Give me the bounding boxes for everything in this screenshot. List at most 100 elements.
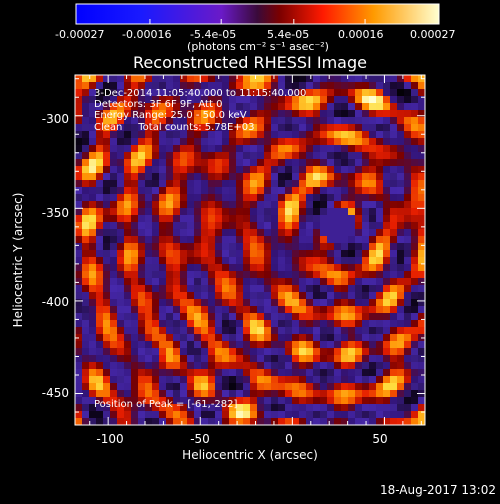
- image-pixel: [166, 215, 174, 223]
- image-pixel: [271, 376, 279, 384]
- image-pixel: [82, 418, 90, 425]
- image-pixel: [383, 250, 391, 258]
- image-pixel: [222, 383, 230, 391]
- image-pixel: [82, 166, 90, 174]
- image-pixel: [271, 145, 279, 153]
- image-pixel: [306, 145, 314, 153]
- image-pixel: [159, 376, 167, 384]
- image-pixel: [411, 376, 419, 384]
- image-pixel: [159, 292, 167, 300]
- image-pixel: [82, 313, 90, 321]
- image-pixel: [418, 292, 425, 300]
- image-pixel: [404, 243, 412, 251]
- image-pixel: [110, 131, 118, 139]
- image-pixel: [243, 243, 251, 251]
- image-pixel: [138, 341, 146, 349]
- image-pixel: [215, 376, 223, 384]
- image-pixel: [341, 208, 349, 216]
- image-pixel: [404, 278, 412, 286]
- image-pixel: [264, 124, 272, 132]
- colorbar-tick-label-1: -0.00016: [122, 28, 171, 41]
- image-pixel: [369, 306, 377, 314]
- image-pixel: [369, 243, 377, 251]
- image-pixel: [173, 362, 181, 370]
- image-pixel: [145, 243, 153, 251]
- image-pixel: [383, 397, 391, 405]
- image-pixel: [208, 348, 216, 356]
- image-pixel: [152, 264, 160, 272]
- image-pixel: [82, 362, 90, 370]
- image-pixel: [313, 152, 321, 160]
- image-pixel: [264, 173, 272, 181]
- image-pixel: [117, 117, 125, 125]
- image-pixel: [173, 75, 181, 83]
- image-pixel: [152, 159, 160, 167]
- image-pixel: [166, 362, 174, 370]
- image-pixel: [404, 418, 412, 425]
- image-pixel: [173, 390, 181, 398]
- image-pixel: [243, 334, 251, 342]
- image-pixel: [215, 299, 223, 307]
- image-pixel: [299, 369, 307, 377]
- image-pixel: [250, 222, 258, 230]
- image-pixel: [313, 229, 321, 237]
- image-pixel: [299, 194, 307, 202]
- image-pixel: [411, 369, 419, 377]
- image-pixel: [285, 411, 293, 419]
- image-pixel: [376, 110, 384, 118]
- image-pixel: [362, 411, 370, 419]
- image-pixel: [201, 369, 209, 377]
- image-pixel: [306, 131, 314, 139]
- image-pixel: [341, 222, 349, 230]
- image-pixel: [236, 117, 244, 125]
- image-pixel: [306, 306, 314, 314]
- image-pixel: [131, 292, 139, 300]
- image-pixel: [257, 264, 265, 272]
- image-pixel: [159, 250, 167, 258]
- image-pixel: [418, 348, 425, 356]
- image-pixel: [383, 327, 391, 335]
- image-pixel: [152, 362, 160, 370]
- image-pixel: [131, 320, 139, 328]
- image-pixel: [250, 89, 258, 97]
- image-pixel: [215, 257, 223, 265]
- image-pixel: [341, 348, 349, 356]
- image-pixel: [313, 355, 321, 363]
- image-pixel: [397, 75, 405, 83]
- image-pixel: [243, 96, 251, 104]
- image-pixel: [75, 306, 83, 314]
- image-pixel: [145, 180, 153, 188]
- image-pixel: [299, 208, 307, 216]
- image-pixel: [348, 278, 356, 286]
- image-pixel: [180, 355, 188, 363]
- image-pixel: [341, 257, 349, 265]
- image-pixel: [362, 117, 370, 125]
- image-pixel: [418, 341, 425, 349]
- image-pixel: [166, 152, 174, 160]
- image-pixel: [117, 75, 125, 83]
- image-pixel: [131, 243, 139, 251]
- image-pixel: [103, 208, 111, 216]
- image-pixel: [117, 271, 125, 279]
- image-pixel: [173, 306, 181, 314]
- image-pixel: [278, 418, 286, 425]
- image-pixel: [131, 355, 139, 363]
- image-pixel: [236, 404, 244, 412]
- image-pixel: [75, 89, 83, 97]
- image-pixel: [327, 348, 335, 356]
- image-pixel: [222, 320, 230, 328]
- image-pixel: [215, 89, 223, 97]
- image-pixel: [355, 103, 363, 111]
- image-pixel: [299, 271, 307, 279]
- image-pixel: [222, 250, 230, 258]
- image-pixel: [285, 376, 293, 384]
- image-pixel: [341, 131, 349, 139]
- image-pixel: [201, 103, 209, 111]
- image-pixel: [187, 187, 195, 195]
- image-pixel: [341, 299, 349, 307]
- image-pixel: [264, 264, 272, 272]
- image-pixel: [159, 418, 167, 425]
- image-pixel: [215, 320, 223, 328]
- image-pixel: [96, 362, 104, 370]
- image-pixel: [355, 376, 363, 384]
